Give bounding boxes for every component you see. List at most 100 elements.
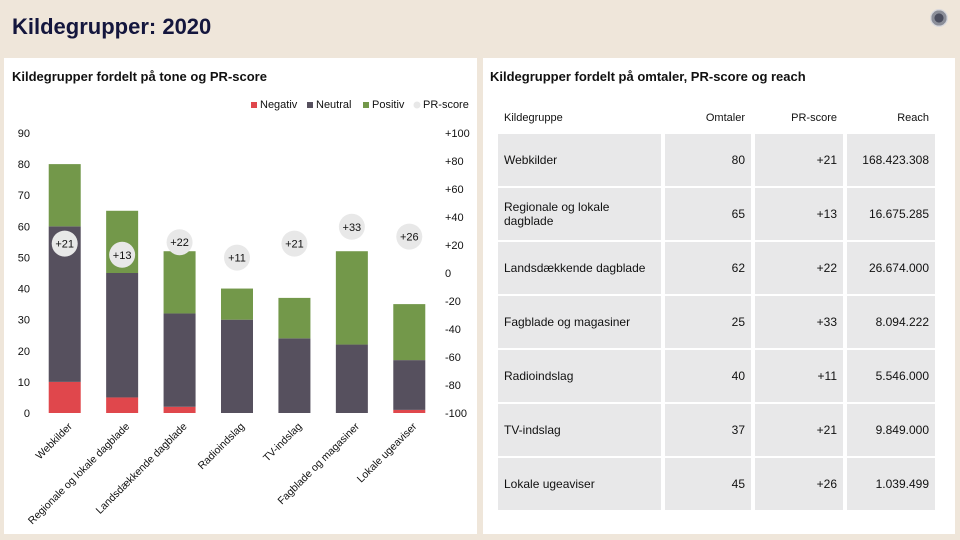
y2-tick-label: -20 <box>445 296 461 308</box>
cell-omtaler: 37 <box>665 404 751 456</box>
y-tick-label: 0 <box>24 408 30 420</box>
bar-segment-positiv <box>163 251 196 314</box>
cell-kildegruppe: Fagblade og magasiner <box>498 296 661 348</box>
cell-omtaler: 65 <box>665 188 751 240</box>
bar-segment-neutral <box>221 319 253 413</box>
column-header-omtaler: Omtaler <box>705 112 745 124</box>
cell-pr-score: +22 <box>755 242 843 294</box>
cell-reach: 5.546.000 <box>847 350 935 402</box>
table-row: TV-indslag 37 +21 9.849.000 <box>498 404 935 456</box>
cell-pr-score: +33 <box>755 296 843 348</box>
pr-score-marker <box>109 241 136 268</box>
bar-segment-neutral <box>106 273 139 398</box>
pr-score-marker <box>396 223 423 250</box>
legend-swatch <box>363 102 369 108</box>
bar-segment-negativ <box>48 381 81 413</box>
cell-pr-score: +21 <box>755 404 843 456</box>
cell-reach: 9.849.000 <box>847 404 935 456</box>
y-tick-label: 70 <box>18 190 30 202</box>
y2-tick-label: +60 <box>445 184 464 196</box>
pr-score-label: +22 <box>170 237 189 249</box>
table-panel-title: Kildegrupper fordelt på omtaler, PR-scor… <box>490 69 806 84</box>
bar-segment-positiv <box>221 288 253 320</box>
cell-omtaler: 80 <box>665 134 751 186</box>
legend-swatch <box>251 102 257 108</box>
bar-segment-positiv <box>335 251 368 345</box>
bar-segment-neutral <box>393 360 426 410</box>
y2-tick-label: +80 <box>445 156 464 168</box>
cell-pr-score: +13 <box>755 188 843 240</box>
brand-logo-icon <box>930 9 948 27</box>
table-row: Webkilder 80 +21 168.423.308 <box>498 134 935 186</box>
chart-panel-title: Kildegrupper fordelt på tone og PR-score <box>12 69 267 84</box>
cell-reach: 1.039.499 <box>847 458 935 510</box>
column-header-reach: Reach <box>897 112 929 124</box>
pr-score-label: +21 <box>285 239 304 251</box>
y-tick-label: 80 <box>18 159 30 171</box>
pr-score-marker <box>166 229 193 256</box>
pr-score-marker <box>338 213 365 240</box>
legend-label: Negativ <box>260 99 298 111</box>
bar-segment-negativ <box>106 397 139 413</box>
cell-reach: 26.674.000 <box>847 242 935 294</box>
cell-pr-score: +26 <box>755 458 843 510</box>
cell-pr-score: +21 <box>755 134 843 186</box>
cell-omtaler: 45 <box>665 458 751 510</box>
bar-segment-negativ <box>393 409 426 413</box>
category-label: Webkilder <box>33 420 75 462</box>
table-row: Radioindslag 40 +11 5.546.000 <box>498 350 935 402</box>
y2-tick-label: +40 <box>445 212 464 224</box>
y2-tick-label: +20 <box>445 240 464 252</box>
bar-segment-negativ <box>163 406 196 413</box>
y-tick-label: 30 <box>18 315 30 327</box>
bar-segment-neutral <box>335 344 368 413</box>
bar-segment-neutral <box>163 313 196 407</box>
cell-pr-score: +11 <box>755 350 843 402</box>
table-row: Lokale ugeaviser 45 +26 1.039.499 <box>498 458 935 510</box>
y2-tick-label: -60 <box>445 352 461 364</box>
y2-tick-label: -40 <box>445 324 461 336</box>
cell-reach: 8.094.222 <box>847 296 935 348</box>
bar-segment-neutral <box>278 338 311 413</box>
bar-segment-positiv <box>393 304 426 361</box>
chart-panel: Kildegrupper fordelt på tone og PR-score… <box>4 58 477 534</box>
bar-segment-positiv <box>48 164 81 227</box>
table-row: Fagblade og magasiner 25 +33 8.094.222 <box>498 296 935 348</box>
table-header-row: Kildegruppe Omtaler PR-score Reach <box>498 104 935 132</box>
category-label: Lokale ugeaviser <box>355 420 420 485</box>
cell-kildegruppe: Lokale ugeaviser <box>498 458 661 510</box>
cell-reach: 16.675.285 <box>847 188 935 240</box>
legend-swatch <box>307 102 313 108</box>
pr-score-marker <box>51 230 78 257</box>
y-tick-label: 50 <box>18 252 30 264</box>
y2-tick-label: +100 <box>445 128 470 140</box>
y-tick-label: 90 <box>18 128 30 140</box>
y-tick-label: 60 <box>18 221 30 233</box>
source-table: Kildegruppe Omtaler PR-score Reach Webki… <box>494 102 939 512</box>
legend-label: PR-score <box>423 99 469 111</box>
pr-score-marker <box>281 230 308 257</box>
legend-label: Positiv <box>372 99 405 111</box>
column-header-pr-score: PR-score <box>791 112 837 124</box>
pr-score-label: +13 <box>113 250 132 262</box>
cell-reach: 168.423.308 <box>847 134 935 186</box>
pr-score-marker <box>224 244 250 271</box>
category-label: Regionale og lokale dagblade <box>26 421 132 527</box>
category-label: TV-indslag <box>261 421 305 465</box>
pr-score-label: +26 <box>400 232 419 244</box>
cell-omtaler: 25 <box>665 296 751 348</box>
table-row: Regionale og lokale dagblade 65 +13 16.6… <box>498 188 935 240</box>
cell-kildegruppe: Webkilder <box>498 134 661 186</box>
y2-tick-label: -80 <box>445 380 461 392</box>
pr-score-label: +33 <box>343 222 362 234</box>
cell-kildegruppe: Landsdækkende dagblade <box>498 242 661 294</box>
y2-tick-label: 0 <box>445 268 451 280</box>
table-panel: Kildegrupper fordelt på omtaler, PR-scor… <box>483 58 955 534</box>
y-tick-label: 10 <box>18 377 30 389</box>
y-tick-label: 20 <box>18 346 30 358</box>
category-label: Radioindslag <box>196 421 248 473</box>
cell-kildegruppe: Radioindslag <box>498 350 661 402</box>
column-header-kildegruppe: Kildegruppe <box>504 112 563 124</box>
cell-omtaler: 40 <box>665 350 751 402</box>
stacked-bar-chart: 0 10 20 30 40 50 60 70 80 90 -100 -80 -60 -40 -20 0 +20 +… <box>18 99 470 527</box>
